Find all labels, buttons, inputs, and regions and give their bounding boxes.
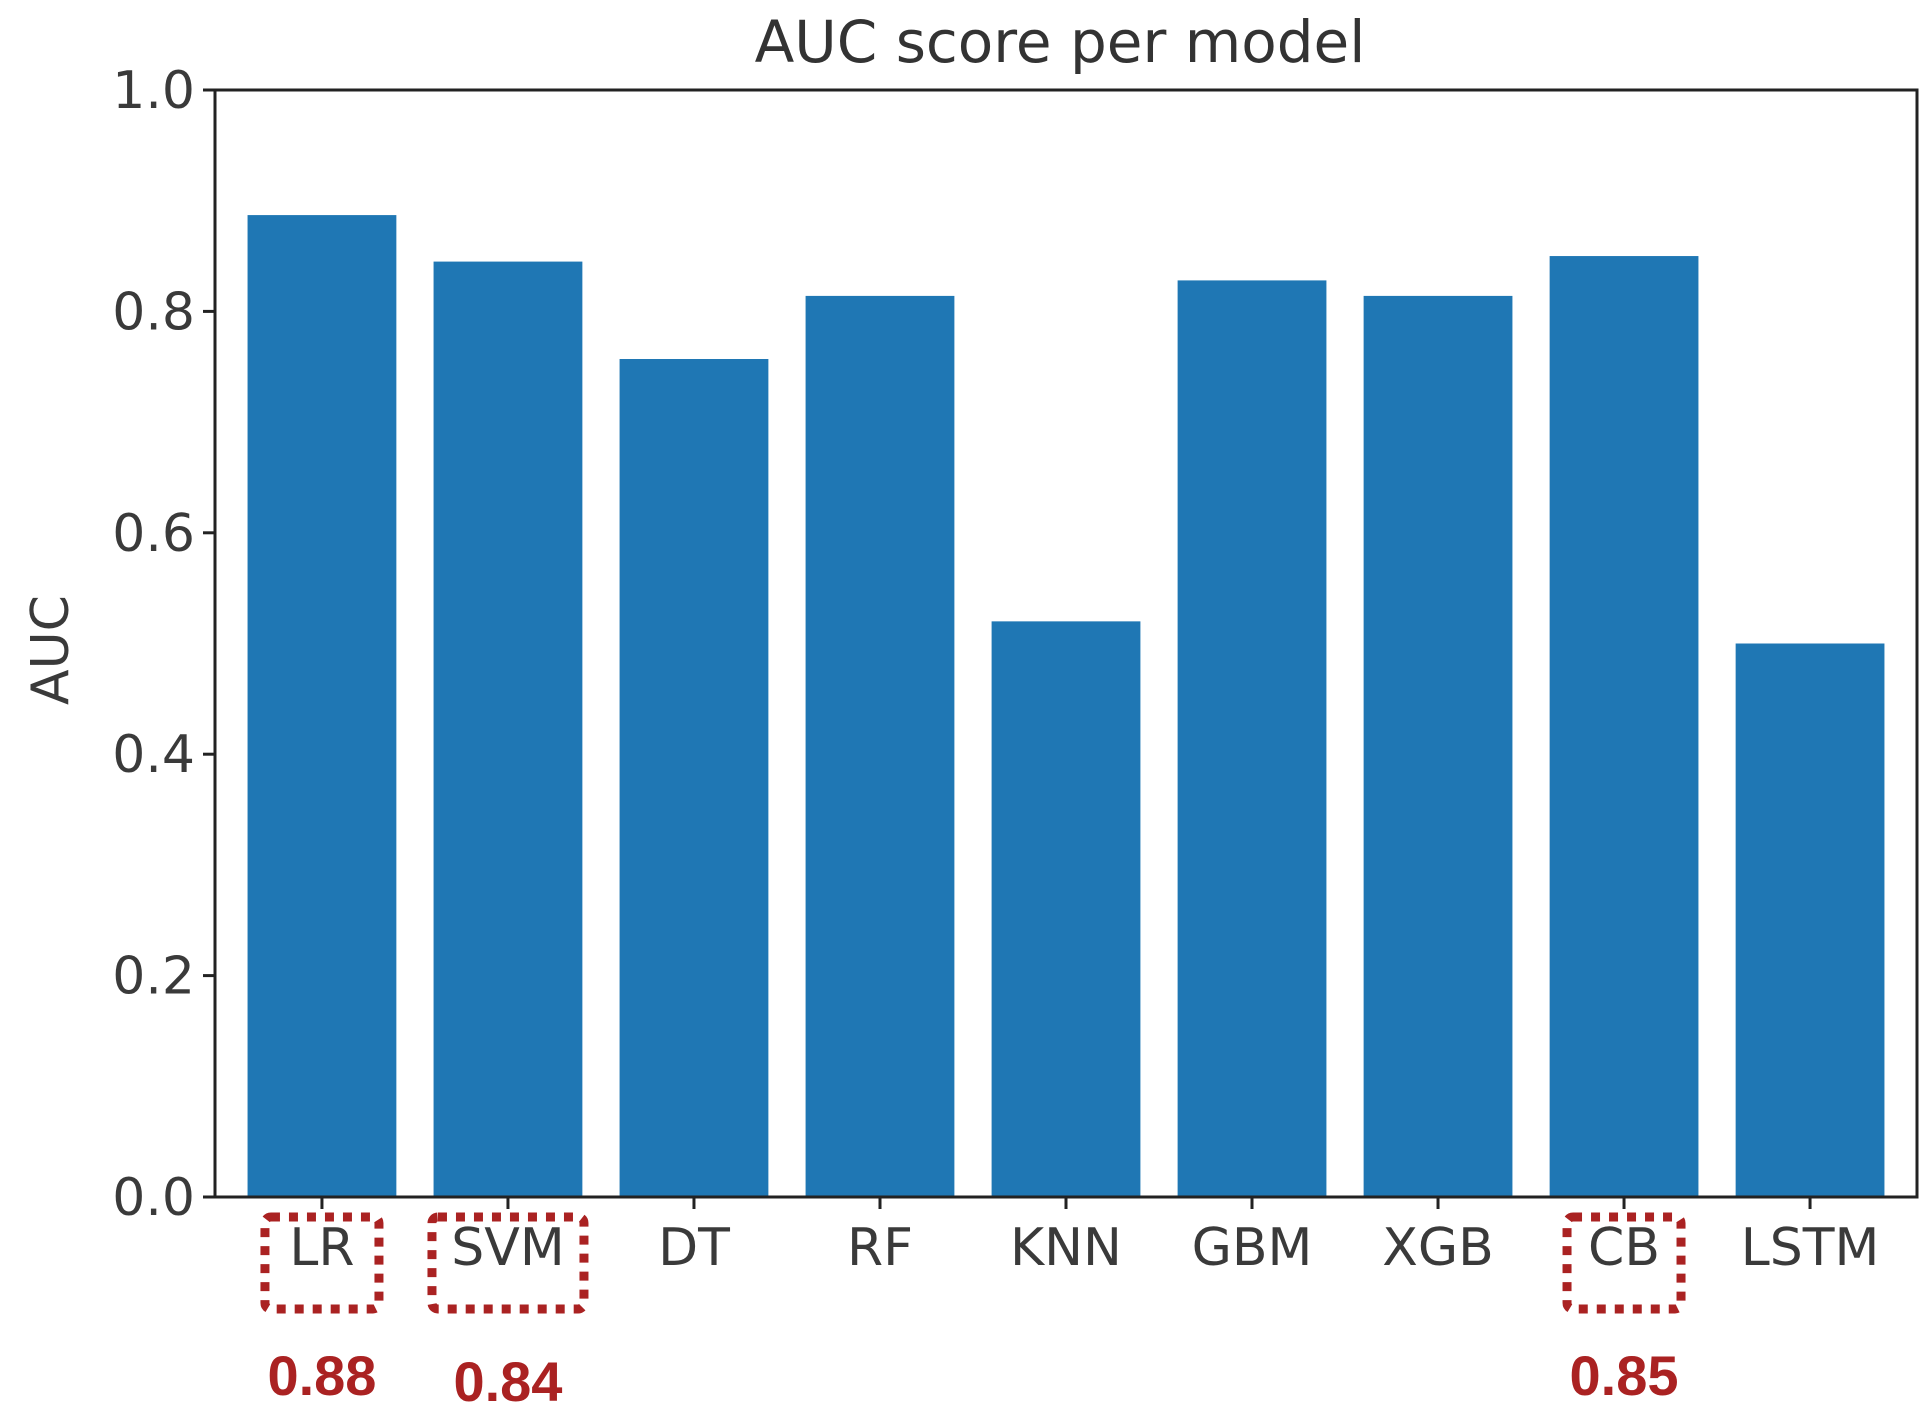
- bar-svm: [433, 261, 583, 1198]
- y-tick-label: 0.6: [112, 504, 195, 564]
- x-tick-label-cb: CB: [1588, 1218, 1660, 1278]
- annotation-value-svm: 0.84: [453, 1350, 562, 1404]
- y-tick-label: 0.0: [112, 1168, 195, 1228]
- y-tick-label: 1.0: [112, 61, 195, 121]
- bar-gbm: [1177, 280, 1327, 1197]
- highlight-box-lr: [260, 1212, 384, 1314]
- annotation-value-cb: 0.85: [1570, 1344, 1679, 1404]
- x-tick-label-dt: DT: [658, 1218, 730, 1278]
- y-tick-label: 0.4: [112, 725, 195, 785]
- chart-title: AUC score per model: [755, 8, 1366, 76]
- bar-rf: [805, 295, 955, 1197]
- x-tick-label-knn: KNN: [1010, 1218, 1122, 1278]
- bar-cb: [1549, 256, 1699, 1197]
- plot-area: 0.0 0.2 0.4 0.6 0.8 1.0 LR SVM DT RF KNN GBM XGB CB LS…: [112, 61, 1919, 1404]
- x-tick-label-xgb: XGB: [1382, 1218, 1494, 1278]
- x-tick-label-rf: RF: [847, 1218, 913, 1278]
- bar-lstm: [1735, 643, 1885, 1197]
- x-tick-label-svm: SVM: [451, 1218, 564, 1278]
- bar-lr: [247, 215, 397, 1198]
- x-tick-label-lr: LR: [289, 1218, 354, 1278]
- highlight-box-cb: [1562, 1212, 1686, 1314]
- y-tick-label: 0.8: [112, 282, 195, 342]
- annotation-value-lr: 0.88: [267, 1344, 376, 1404]
- x-tick-label-lstm: LSTM: [1741, 1218, 1880, 1278]
- x-tick-label-gbm: GBM: [1192, 1218, 1313, 1278]
- bar-xgb: [1363, 295, 1513, 1197]
- highlight-box-svm: [427, 1212, 589, 1314]
- y-axis-label: AUC: [21, 595, 81, 705]
- bar-knn: [991, 621, 1141, 1197]
- y-tick-label: 0.2: [112, 947, 195, 1007]
- bar-dt: [619, 359, 769, 1197]
